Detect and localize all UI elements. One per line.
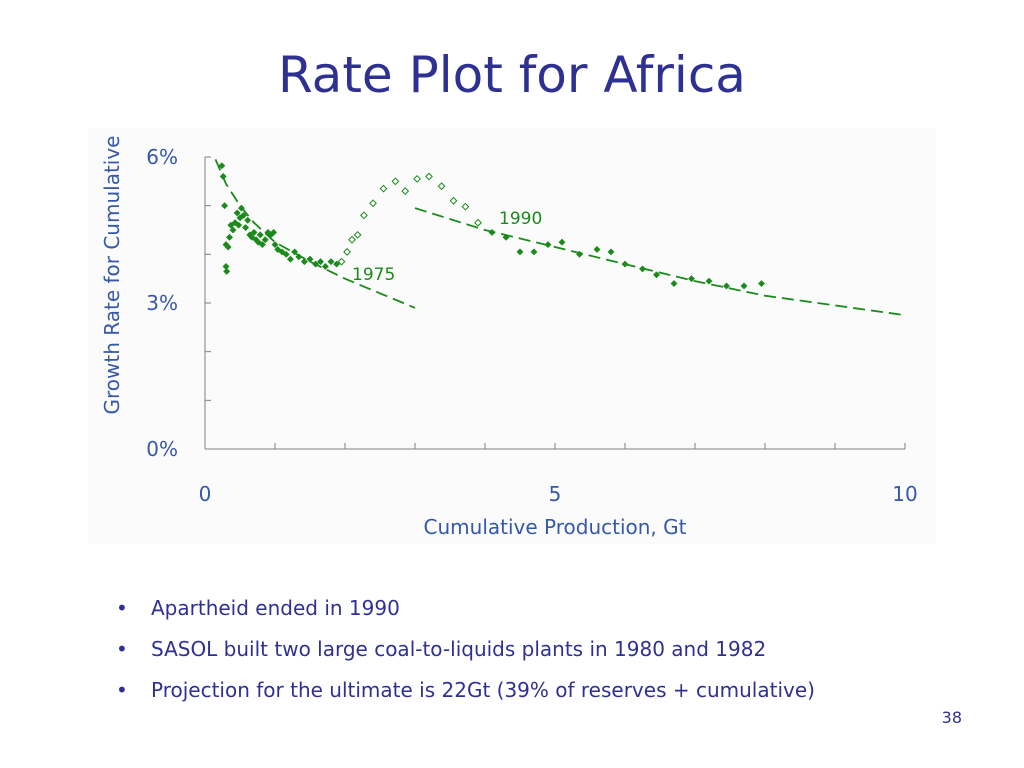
filled-diamond-point (722, 282, 731, 290)
filled-diamond-point (316, 258, 325, 266)
filled-diamond-point (242, 224, 250, 232)
y-tick-label: 0% (146, 437, 178, 461)
x-tick-label: 0 (199, 482, 212, 506)
open-diamond-point (348, 235, 356, 244)
filled-diamond-point (607, 248, 615, 256)
trend-line (214, 159, 416, 309)
x-tick-label: 10 (892, 482, 917, 506)
open-diamond-point (369, 199, 377, 208)
filled-diamond-point (270, 228, 278, 236)
filled-diamond-point (271, 241, 279, 249)
open-diamond-point (353, 230, 362, 239)
y-axis-label: Growth Rate for Cumulative (100, 136, 124, 415)
slide-title: Rate Plot for Africa (278, 46, 746, 104)
filled-diamond-point (235, 221, 243, 229)
open-diamond-point (337, 257, 346, 266)
open-diamond-point (343, 247, 352, 256)
filled-diamond-point (306, 255, 314, 263)
filled-diamond-point (593, 245, 601, 254)
filled-diamond-point (652, 271, 661, 279)
filled-diamond-point (516, 248, 524, 256)
bullet-item: • Apartheid ended in 1990 (108, 588, 815, 629)
filled-diamond-point (300, 258, 308, 266)
filled-diamond-point (233, 209, 241, 217)
filled-diamond-point (670, 279, 678, 288)
filled-diamond-point (530, 248, 538, 256)
filled-diamond-point (488, 228, 496, 236)
filled-diamond-point (278, 248, 286, 256)
filled-diamond-point (544, 241, 552, 249)
bullet-text: SASOL built two large coal-to-liquids pl… (151, 637, 767, 661)
filled-diamond-point (244, 216, 252, 224)
filled-diamond-point (237, 204, 245, 212)
open-diamond-point (401, 187, 410, 195)
filled-diamond-point (224, 243, 232, 251)
bullet-item: • SASOL built two large coal-to-liquids p… (108, 629, 815, 670)
open-diamond-point (425, 172, 433, 181)
x-tick-label: 5 (549, 482, 562, 506)
filled-diamond-point (291, 248, 299, 256)
open-diamond-point (461, 202, 470, 211)
bullet-item: • Projection for the ultimate is 22Gt (39… (108, 670, 815, 711)
chart-labels: 1990 1975 (352, 209, 542, 285)
filled-diamond-point (229, 226, 237, 234)
filled-diamond-point (264, 228, 272, 236)
open-diamond-point (474, 218, 482, 227)
filled-diamond-point (218, 162, 226, 170)
bullet-icon: • (116, 596, 128, 620)
open-diamond-point (359, 211, 368, 220)
filled-diamond-point (575, 250, 584, 258)
filled-diamond-point (258, 241, 266, 249)
chart-svg: 0 5 10 0% 3% 6% Cumulative Production, Gt Growt… (100, 136, 918, 539)
bullet-text: Projection for the ultimate is 22Gt (39%… (151, 678, 815, 702)
page-number: 38 (941, 708, 962, 727)
y-tick-label: 3% (146, 291, 178, 315)
trend-lines (214, 159, 906, 317)
data-points (218, 162, 766, 290)
filled-diamond-point (282, 250, 290, 258)
x-axis-label: Cumulative Production, Gt (424, 515, 687, 539)
year-annotation: 1990 (499, 209, 542, 229)
filled-diamond-point (502, 233, 510, 241)
filled-diamond-point (321, 262, 329, 271)
filled-diamond-point (239, 211, 248, 219)
filled-diamond-point (558, 238, 566, 246)
filled-diamond-point (687, 275, 696, 283)
bullet-icon: • (116, 637, 128, 661)
filled-diamond-point (621, 260, 629, 268)
chart-axes: 0 5 10 0% 3% 6% Cumulative Production, Gt Growt… (100, 136, 918, 539)
filled-diamond-point (256, 231, 264, 239)
filled-diamond-point (312, 260, 320, 268)
bullet-text: Apartheid ended in 1990 (151, 596, 400, 620)
filled-diamond-point (261, 236, 269, 244)
filled-diamond-point (333, 260, 341, 268)
filled-diamond-point (705, 277, 713, 285)
open-diamond-point (413, 174, 422, 183)
trend-line (414, 207, 906, 317)
filled-diamond-point (740, 282, 748, 290)
filled-diamond-point (250, 228, 258, 236)
bullet-icon: • (116, 678, 128, 702)
bullet-list: • Apartheid ended in 1990 • SASOL built tw… (108, 588, 815, 711)
filled-diamond-point (225, 233, 234, 241)
filled-diamond-point (223, 267, 231, 275)
filled-diamond-point (286, 255, 294, 263)
rate-chart: 0 5 10 0% 3% 6% Cumulative Production, Gt Growt… (88, 128, 936, 544)
filled-diamond-point (221, 202, 229, 210)
filled-diamond-point (295, 253, 303, 261)
open-diamond-point (449, 196, 458, 205)
filled-diamond-point (219, 172, 227, 181)
filled-diamond-point (757, 279, 766, 288)
year-annotation: 1975 (352, 265, 395, 285)
open-diamond-point (379, 184, 388, 193)
y-tick-label: 6% (146, 145, 178, 169)
filled-diamond-point (638, 265, 647, 273)
open-diamond-point (391, 177, 400, 186)
filled-diamond-point (327, 258, 335, 266)
open-diamond-point (437, 182, 446, 191)
